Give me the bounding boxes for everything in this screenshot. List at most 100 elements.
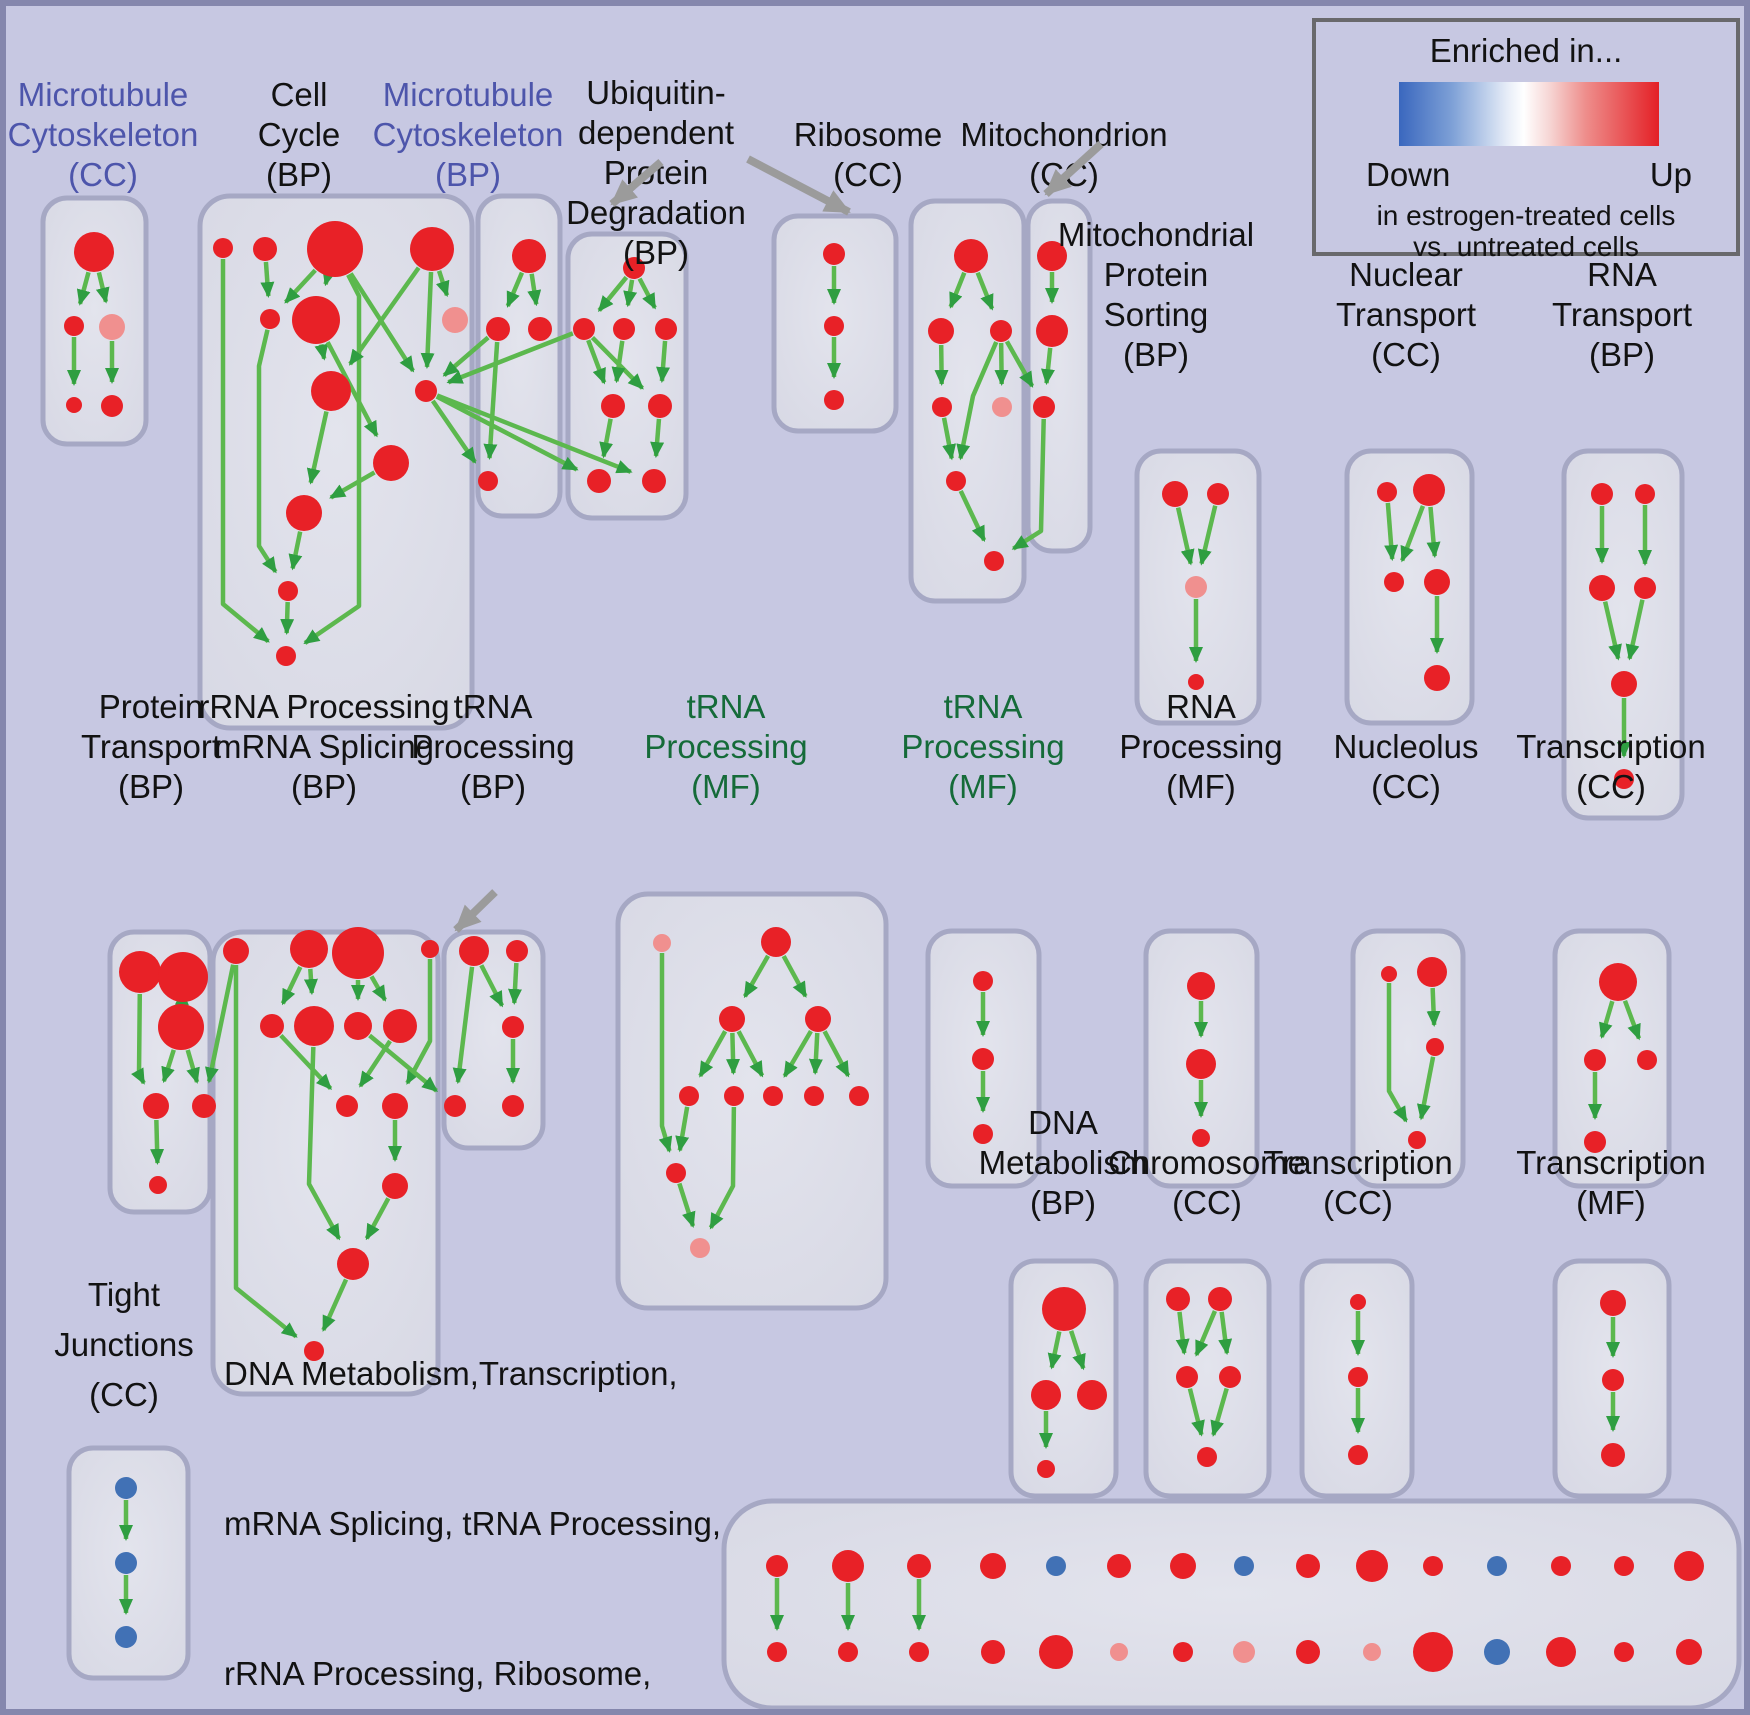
group-label-ptr: Protein bbox=[99, 688, 204, 725]
go-term-node-miscbox-c6b bbox=[1110, 1643, 1128, 1661]
group-label-mtcc: Cytoskeleton bbox=[8, 116, 199, 153]
edge-rtr.c-to-rtr.e bbox=[1602, 601, 1622, 661]
go-term-node-miscbox-c5t bbox=[1046, 1556, 1066, 1576]
group-label-tj: (CC) bbox=[89, 1376, 159, 1413]
group-label-rproc: (MF) bbox=[1166, 768, 1236, 805]
edge-rrna.r2b-to-rrna.bg bbox=[306, 1046, 341, 1241]
go-term-node-mtbp-d bbox=[478, 471, 498, 491]
go-term-node-rrna-t3 bbox=[332, 927, 384, 979]
edge-rrna.lo-to-rrna.bg bbox=[364, 1197, 391, 1241]
group-label-mtcc: (CC) bbox=[68, 156, 138, 193]
go-term-node-ub2-c bbox=[824, 390, 844, 410]
go-term-node-rrna-r2a bbox=[260, 1014, 284, 1038]
group-box-rtr bbox=[1561, 448, 1685, 821]
go-term-node-mito-b bbox=[1036, 315, 1068, 347]
go-term-node-msort-a bbox=[1162, 481, 1188, 507]
group-label-mito: Mitochondrion bbox=[960, 116, 1167, 153]
group-label-rrna: mRNA Splicing bbox=[214, 728, 434, 765]
go-term-node-chrom-b bbox=[1197, 1447, 1217, 1467]
go-term-node-cc-m bbox=[276, 646, 296, 666]
group-label-tmf2: (MF) bbox=[948, 768, 1018, 805]
group-box-ub1 bbox=[565, 231, 689, 521]
go-term-node-miscbox-c13t bbox=[1551, 1556, 1571, 1576]
go-term-node-nucl-b bbox=[1417, 957, 1447, 987]
edge-tmf1.mr-to-tmf1.b4 bbox=[808, 1032, 823, 1076]
go-term-node-ribo-t bbox=[954, 239, 988, 273]
label-pointer-arrow-3 bbox=[453, 889, 498, 933]
edge-cc.e-to-cc.l bbox=[256, 329, 278, 574]
go-term-node-miscbox-c10t bbox=[1356, 1550, 1388, 1582]
go-term-node-mtbp-c bbox=[528, 317, 552, 341]
edge-dnam.t-to-dnam.mr bbox=[1068, 1330, 1086, 1371]
go-term-node-miscbox-c10b bbox=[1363, 1643, 1381, 1661]
edge-ntr.b-to-ntr.c bbox=[1400, 505, 1426, 563]
edge-rrna.t4-to-rrna.r3b bbox=[405, 959, 433, 1085]
edge-rrna.t3-to-rrna.r2d bbox=[369, 975, 387, 1002]
go-term-node-cc-a bbox=[213, 238, 233, 258]
go-term-node-tcc1-mr bbox=[1637, 1050, 1657, 1070]
group-label-rtr: RNA bbox=[1587, 256, 1657, 293]
label-pointer-arrow-1 bbox=[746, 155, 851, 216]
edge-ribo.ml-to-ribo.r3 bbox=[934, 344, 949, 387]
go-term-node-chrom-mr bbox=[1219, 1366, 1241, 1388]
group-label-tmf2: tRNA bbox=[944, 688, 1023, 725]
edge-ub1.t-to-ub1.r2a bbox=[597, 275, 629, 312]
group-label-mtcc: Microtubule bbox=[18, 76, 189, 113]
group-label-tmf: Transcription bbox=[1516, 1144, 1706, 1181]
go-term-node-miscbox-c11b bbox=[1413, 1632, 1453, 1672]
edge-cc.l-to-cc.m bbox=[280, 601, 295, 636]
edge-rrna.t2-to-rrna.r2b bbox=[303, 968, 318, 996]
edge-rrna.r2c-to-tbp.r3l bbox=[368, 1033, 439, 1093]
group-label-rproc: Processing bbox=[1119, 728, 1282, 765]
group-label-ub1: Protein bbox=[604, 154, 709, 191]
go-term-node-mtbp-a bbox=[512, 239, 546, 273]
edge-chrom.mr-to-chrom.b bbox=[1210, 1387, 1229, 1437]
group-label-msort: (BP) bbox=[1123, 336, 1189, 373]
edge-cc.d-to-cc.h bbox=[420, 271, 435, 370]
go-term-node-cc-k bbox=[286, 495, 322, 531]
go-term-node-rproc-b bbox=[1186, 1049, 1216, 1079]
group-box-tmf1 bbox=[615, 891, 889, 1311]
edge-tmf1.b2-to-tmf1.pb bbox=[708, 1106, 737, 1230]
edge-chrom.tr-to-chrom.ml bbox=[1194, 1310, 1218, 1357]
go-term-node-ub1-r3b bbox=[648, 394, 672, 418]
edge-mito.c-to-ribo.bt bbox=[1011, 418, 1046, 551]
go-term-node-tmf-c bbox=[1601, 1443, 1625, 1467]
layer-edges bbox=[67, 259, 1652, 1631]
go-term-node-ptr-t2 bbox=[158, 952, 208, 1002]
group-label-tcc1: Transcription bbox=[1516, 728, 1706, 765]
legend-subtitle-line1: in estrogen-treated cells bbox=[1376, 200, 1676, 231]
go-term-node-tcc2-c bbox=[1348, 1445, 1368, 1465]
edge-rrna.bg-to-rrna.fn bbox=[321, 1278, 349, 1332]
go-term-node-rtr-c bbox=[1589, 575, 1615, 601]
go-term-node-ribo-bt bbox=[984, 551, 1004, 571]
group-box-nucl bbox=[1350, 928, 1466, 1189]
go-term-node-tcc1-t bbox=[1599, 963, 1637, 1001]
go-term-node-tmf1-pb bbox=[690, 1238, 710, 1258]
group-label-tcc2: (CC) bbox=[1323, 1184, 1393, 1221]
edge-rrna.t1-to-ptr.r3b bbox=[205, 964, 236, 1084]
go-term-node-cc-i bbox=[442, 307, 468, 333]
go-term-node-miscbox-c1t bbox=[766, 1555, 788, 1577]
go-term-node-miscbox-c9t bbox=[1296, 1554, 1320, 1578]
group-label-ptr: (BP) bbox=[118, 768, 184, 805]
go-term-node-ub1-r2c bbox=[655, 318, 677, 340]
edge-msort.b-to-msort.p bbox=[1197, 505, 1218, 566]
network-diagram: MicrotubuleCytoskeleton(CC)CellCycle(BP)… bbox=[8, 74, 1742, 1709]
go-term-node-cc-l bbox=[278, 581, 298, 601]
group-label-tbp: (BP) bbox=[460, 768, 526, 805]
edge-rtr.d-to-rtr.e bbox=[1625, 599, 1645, 661]
go-term-node-tmf1-mr bbox=[805, 1006, 831, 1032]
edge-cc.h-to-mtbp.d bbox=[430, 399, 477, 464]
group-label-ribo: (CC) bbox=[833, 156, 903, 193]
go-term-node-chrom-tl bbox=[1166, 1287, 1190, 1311]
go-term-node-chrom-ml bbox=[1176, 1366, 1198, 1388]
edge-nucl.b-to-nucl.c bbox=[1426, 987, 1441, 1028]
go-term-node-rrna-bg bbox=[337, 1248, 369, 1280]
edge-cc.a-to-cc.m bbox=[220, 259, 270, 644]
go-term-node-ntr-b bbox=[1413, 474, 1445, 506]
edge-tmf1.mr-to-tmf1.b3 bbox=[782, 1029, 813, 1078]
edge-ub1.t-to-ub1.r2c bbox=[637, 277, 657, 310]
group-label-ub1: Ubiquitin- bbox=[586, 74, 725, 111]
